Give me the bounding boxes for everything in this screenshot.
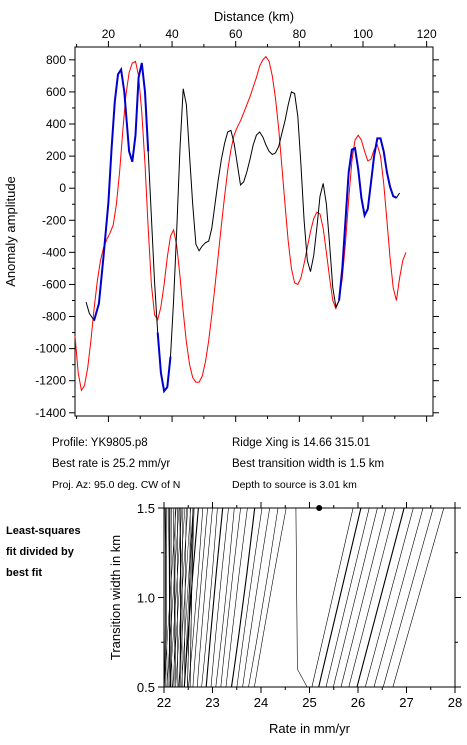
contour-line — [170, 507, 173, 688]
contour-line — [166, 507, 168, 688]
fit-window-segment — [338, 137, 397, 301]
x-tick-label: 40 — [165, 27, 179, 41]
width-tick-label: 1.0 — [137, 591, 155, 606]
contour-line — [392, 507, 445, 688]
rate-tick-label: 27 — [399, 695, 413, 710]
contour-description: Least-squares fit divided by best fit — [6, 521, 81, 584]
contour-line — [373, 507, 424, 688]
x-tick-label: 100 — [353, 27, 373, 41]
contour-line — [318, 507, 362, 688]
contour-line — [254, 507, 287, 688]
contour-line — [196, 507, 213, 688]
y-tick-label: 600 — [46, 85, 66, 99]
width-tick-label: 0.5 — [137, 680, 155, 695]
contour-line — [181, 507, 194, 688]
projection-azimuth: Proj. Az: 95.0 deg. CW of N — [52, 479, 181, 491]
x-tick-label: 20 — [102, 27, 116, 41]
best-transition-width: Best transition width is 1.5 km — [232, 458, 385, 470]
contour-line — [174, 507, 177, 688]
rate-tick-label: 23 — [205, 695, 219, 710]
anomaly-profile-chart: 20 40 60 80 100 120 -1400 -1200 -1000 -800 -600 -40… — [3, 9, 439, 422]
observed-anomaly-line — [85, 62, 401, 393]
contour-line — [178, 507, 191, 688]
y-tick-label: 200 — [46, 149, 66, 163]
y-tick-label: 800 — [46, 53, 66, 67]
rate-axis-title: Rate in mm/yr — [269, 721, 351, 736]
y-tick-label: 400 — [46, 117, 66, 131]
best-rate: Best rate is 25.2 mm/yr — [52, 458, 171, 470]
anomaly-plot-ticks: 20 40 60 80 100 120 -1400 -1200 -1000 -800 -600 -40… — [35, 27, 439, 422]
y-tick-label: -600 — [42, 277, 66, 291]
contour-line — [166, 507, 180, 688]
contour-line — [348, 507, 396, 688]
contour-line — [189, 507, 194, 688]
rate-width-contour-chart: 22 23 24 25 26 27 28 0.5 1.0 1.5 Rate in mm/yr Tr… — [108, 501, 462, 736]
source-depth: Depth to source is 3.01 km — [232, 479, 357, 491]
contour-line — [236, 507, 263, 688]
best-fit-point — [316, 505, 323, 511]
fit-window-segment — [93, 62, 150, 321]
x-axis-title: Distance (km) — [214, 9, 294, 24]
rate-tick-label: 25 — [302, 695, 316, 710]
y-tick-label: -800 — [42, 310, 66, 324]
x-tick-label: 60 — [229, 27, 243, 41]
y-axis-title: Anomaly amplitude — [3, 176, 18, 287]
contour-line — [248, 507, 279, 688]
contour-line — [184, 507, 187, 688]
fit-window-segment — [156, 332, 172, 394]
contour-plot-frame — [163, 507, 456, 688]
contour-description-line: fit divided by — [6, 546, 74, 558]
contour-line — [192, 507, 208, 688]
ridge-crossing: Ridge Xing is 14.66 315.01 — [232, 437, 371, 449]
x-tick-label: 120 — [417, 27, 437, 41]
contour-line — [230, 507, 256, 688]
contour-line — [201, 507, 218, 688]
contour-line — [215, 507, 235, 688]
width-tick-label: 1.5 — [137, 501, 155, 516]
contour-line — [183, 507, 199, 688]
contour-line — [169, 507, 183, 688]
contour-line — [169, 507, 172, 688]
contour-line — [311, 507, 354, 688]
model-anomaly-line — [74, 55, 407, 392]
contour-line — [175, 507, 189, 688]
contour-line — [325, 507, 370, 688]
rate-tick-label: 24 — [254, 695, 268, 710]
rate-tick-label: 26 — [351, 695, 365, 710]
profile-name: Profile: YK9805.p8 — [52, 437, 148, 449]
y-tick-label: -1000 — [35, 342, 66, 356]
contour-line — [295, 507, 308, 688]
rate-tick-label: 22 — [157, 695, 171, 710]
contour-line — [163, 507, 177, 688]
contour-line — [365, 507, 414, 688]
y-tick-label: 0 — [59, 181, 66, 195]
contour-line — [181, 507, 184, 688]
anomaly-plot-frame — [74, 46, 434, 417]
contour-line — [210, 507, 229, 688]
contour-plot-ticks: 22 23 24 25 26 27 28 0.5 1.0 1.5 — [137, 501, 462, 710]
contour-line — [172, 507, 186, 688]
y-tick-label: -400 — [42, 245, 66, 259]
contour-description-line: best fit — [6, 567, 43, 579]
contour-lines — [163, 507, 445, 688]
contour-description-line: Least-squares — [6, 525, 81, 537]
contour-line — [225, 507, 248, 688]
x-tick-label: 80 — [293, 27, 307, 41]
y-tick-label: -200 — [42, 213, 66, 227]
contour-line — [220, 507, 241, 688]
y-tick-label: -1400 — [35, 406, 66, 420]
contour-line — [333, 507, 378, 688]
contour-line — [184, 507, 194, 688]
anomaly-plot-lines — [74, 55, 407, 394]
contour-line — [242, 507, 270, 688]
width-axis-title: Transition width in km — [108, 535, 123, 660]
contour-line — [187, 507, 194, 688]
contour-line — [356, 507, 405, 688]
y-tick-label: -1200 — [35, 374, 66, 388]
contour-line — [382, 507, 434, 688]
contour-line — [205, 507, 224, 688]
rate-tick-label: 28 — [448, 695, 462, 710]
contour-line — [340, 507, 387, 688]
